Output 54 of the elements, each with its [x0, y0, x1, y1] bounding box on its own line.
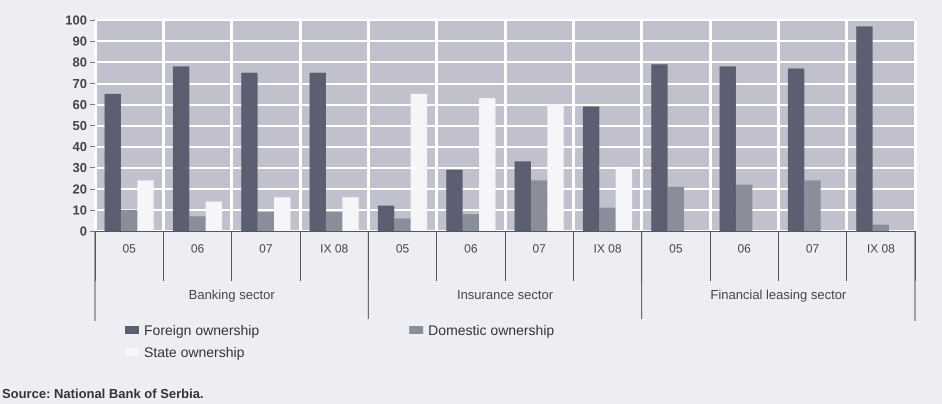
bar	[804, 180, 821, 231]
x-tick-label: 07	[806, 242, 820, 256]
bar	[189, 216, 206, 231]
bar	[856, 26, 873, 231]
bar	[720, 66, 736, 231]
x-tick-label: 05	[122, 242, 136, 256]
bar	[172, 66, 190, 231]
bar	[872, 224, 890, 231]
bar	[394, 218, 411, 231]
bar	[310, 72, 326, 231]
y-tick-label: 90	[72, 34, 87, 49]
legend-label: State ownership	[144, 344, 245, 360]
y-tick-label: 100	[65, 12, 87, 28]
bar	[788, 68, 804, 231]
bar	[668, 186, 684, 231]
bar	[582, 106, 600, 231]
x-tick-label: 06	[737, 242, 752, 256]
source-note: Source: National Bank of Serbia.	[2, 386, 204, 401]
bar	[651, 64, 668, 231]
y-tick-label: 80	[72, 54, 87, 70]
bar	[736, 184, 752, 231]
bar	[241, 72, 258, 231]
x-tick-label: 07	[259, 242, 273, 256]
bar	[446, 170, 463, 231]
x-tick-label: IX 08	[593, 242, 622, 256]
legend-label: Domestic ownership	[428, 322, 554, 338]
text: Insurance sector	[456, 287, 554, 302]
bar	[530, 180, 548, 231]
bar	[599, 208, 616, 231]
text: Banking sector	[188, 287, 276, 302]
text: Financial leasing sector	[710, 287, 847, 302]
x-tick-label: 07	[532, 242, 546, 256]
y-tick-label: 50	[72, 118, 87, 133]
x-tick-label: 06	[464, 242, 478, 256]
bar	[258, 212, 274, 231]
bar	[462, 214, 480, 231]
x-tick-label: 05	[669, 242, 683, 256]
y-tick-label: 60	[72, 96, 87, 112]
legend-label: Foreign ownership	[144, 322, 260, 338]
y-tick-label: 70	[72, 76, 87, 91]
y-tick-label: 20	[72, 181, 87, 196]
bar	[326, 212, 342, 231]
bar	[514, 161, 531, 231]
y-tick-label: 30	[72, 160, 87, 176]
y-tick-label: 40	[72, 139, 87, 154]
x-tick-label: 05	[396, 242, 410, 256]
x-tick-label: IX 08	[320, 242, 348, 256]
x-tick-label: IX 08	[866, 242, 896, 256]
y-tick-label: 0	[80, 224, 87, 238]
bar	[120, 210, 138, 231]
bar	[104, 94, 121, 231]
bar	[378, 206, 394, 231]
y-tick-label: 10	[72, 202, 87, 218]
x-tick-label: 06	[190, 242, 204, 256]
